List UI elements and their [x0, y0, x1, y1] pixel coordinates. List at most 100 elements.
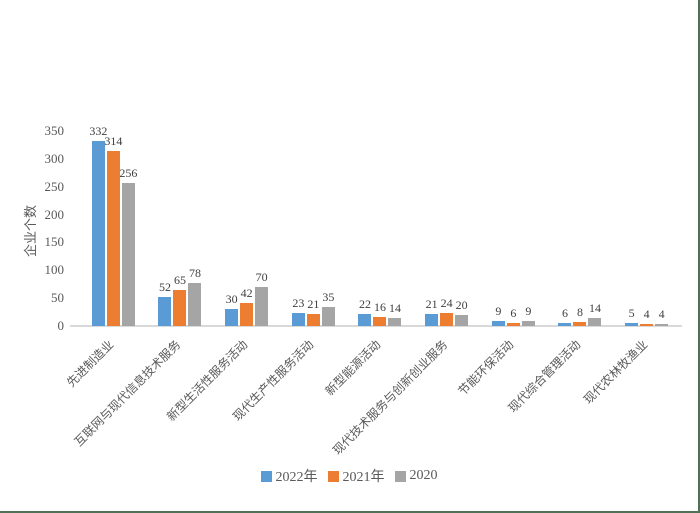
- bar-2020: [388, 318, 402, 326]
- legend-marker: [394, 470, 406, 482]
- y-axis-tick-label: 0: [57, 318, 65, 333]
- bar-value-label: 16: [373, 300, 386, 315]
- bar-group: 52 65 78: [147, 131, 214, 326]
- bar-value-label: 332: [89, 124, 108, 139]
- bar-value-label: 42: [240, 285, 253, 300]
- bar-value-label: 6: [561, 305, 568, 320]
- bar-2021年: [306, 314, 320, 326]
- bar-slot: 314: [104, 131, 123, 326]
- bar-group: 22 16 14: [347, 131, 414, 326]
- bar-value-label: 52: [158, 280, 171, 295]
- bar-2022年: [358, 313, 372, 326]
- bar-group: 21 24 20: [413, 131, 480, 326]
- bar-2021年: [240, 302, 254, 326]
- y-axis-tick-label: 100: [44, 262, 65, 278]
- bar-slot: 16: [373, 131, 387, 326]
- bar-slot: 6: [506, 131, 520, 326]
- bar-slot: 30: [225, 131, 239, 326]
- bar-slot: 9: [491, 131, 505, 326]
- bar-slot: 22: [358, 131, 372, 326]
- bar-2021年: [506, 322, 520, 326]
- bar-value-label: 65: [173, 272, 186, 287]
- legend-label: 2020: [409, 468, 438, 483]
- x-axis-category-text: 先进制造业: [64, 337, 117, 390]
- bar-value-label: 20: [455, 297, 468, 312]
- bar-slot: 14: [388, 131, 402, 326]
- bar-value-label: 70: [255, 270, 268, 284]
- bar-2022年: [425, 314, 439, 326]
- legend-marker: [260, 470, 272, 482]
- bar-value-label: 8: [576, 304, 583, 319]
- bar-2020: [188, 282, 202, 326]
- bar-slot: 9: [521, 131, 535, 326]
- bar-value-label: 35: [322, 289, 335, 304]
- bar-value-label: 14: [588, 301, 601, 316]
- bar-slot: 256: [119, 131, 138, 326]
- x-axis-category-text: 节能环保活动: [455, 337, 517, 399]
- bar-value-label: 5: [628, 306, 635, 321]
- legend-item: 2022年: [260, 466, 318, 486]
- bar-2020: [655, 323, 669, 326]
- legend-label: 2022年: [275, 470, 318, 485]
- bar-2021年: [640, 323, 654, 326]
- bar-value-label: 4: [643, 306, 650, 321]
- bar-group: 23 21 35: [280, 131, 347, 326]
- bar-value-label: 23: [292, 296, 305, 311]
- bar-2022年: [225, 309, 239, 326]
- x-axis-line: [70, 325, 682, 327]
- bar-slot: 332: [89, 125, 107, 326]
- bar-2020: [321, 306, 335, 326]
- bar-value-label: 4: [658, 306, 665, 321]
- bar-2022年: [491, 321, 505, 326]
- y-axis-tick-label: 150: [44, 234, 65, 250]
- bar-2021年: [106, 151, 120, 326]
- bar-value-label: 21: [425, 297, 438, 312]
- bar-value-label: 314: [104, 134, 123, 149]
- legend-item: 2020: [394, 468, 438, 484]
- bar-slot: 70: [255, 131, 269, 326]
- legend-label: 2021年: [342, 470, 385, 485]
- bar-2021年: [373, 317, 387, 326]
- bar-2020: [455, 314, 469, 326]
- bar-value-label: 256: [119, 166, 138, 181]
- legend-item: 2021年: [327, 466, 385, 486]
- bar-2022年: [558, 322, 572, 326]
- bar-2022年: [625, 323, 639, 326]
- bar-2020: [588, 318, 602, 326]
- x-axis-category-text: 现代技术服务与创新创业服务: [329, 337, 450, 458]
- bar-slot: 20: [455, 131, 469, 326]
- bar-slot: 52: [158, 131, 172, 326]
- bar-value-label: 6: [510, 305, 517, 320]
- bar-value-label: 30: [225, 292, 238, 307]
- bar-slot: 14: [588, 131, 602, 326]
- bar-value-label: 9: [495, 304, 502, 318]
- x-axis-category-text: 新型能源活动: [322, 337, 384, 399]
- bar-value-label: 9: [525, 304, 532, 318]
- y-axis-tick-label: 50: [51, 290, 64, 306]
- chart-legend: 2022年 2021年 2020: [0, 466, 698, 486]
- bar-2022年: [291, 313, 305, 326]
- bar-2020: [255, 287, 269, 326]
- bar-2022年: [91, 141, 105, 326]
- bar-group: 332 314 256: [80, 125, 147, 326]
- bar-slot: 24: [440, 131, 454, 326]
- y-axis-tick-label: 350: [44, 123, 65, 138]
- bar-group: 30 42 70: [213, 131, 280, 326]
- bar-2021年: [173, 289, 187, 326]
- bar-slot: 6: [558, 131, 572, 326]
- bar-slot: 5: [625, 131, 639, 326]
- bar-value-label: 22: [358, 296, 371, 311]
- bar-slot: 4: [640, 131, 654, 326]
- bar-2021年: [573, 321, 587, 326]
- bar-value-label: 24: [440, 295, 453, 310]
- bar-slot: 23: [291, 131, 305, 326]
- x-axis-category-text: 现代农林牧渔业: [580, 337, 650, 407]
- bar-group: 6 8 14: [547, 131, 614, 326]
- bar-slot: 8: [573, 131, 587, 326]
- bar-2022年: [158, 297, 172, 326]
- y-axis-tick-label: 300: [44, 150, 65, 166]
- bar-2020: [521, 321, 535, 326]
